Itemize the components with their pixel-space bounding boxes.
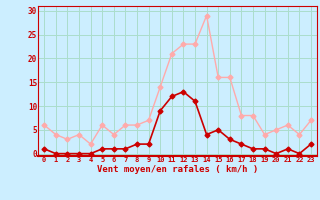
X-axis label: Vent moyen/en rafales ( km/h ): Vent moyen/en rafales ( km/h ) — [97, 165, 258, 174]
